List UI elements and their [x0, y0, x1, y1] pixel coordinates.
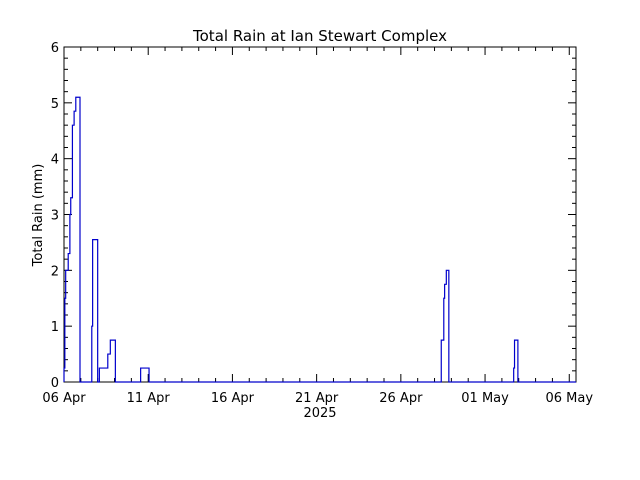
x-tick-label: 11 Apr — [127, 391, 171, 406]
plot-axes — [63, 46, 577, 383]
x-tick-label: 16 Apr — [211, 391, 255, 406]
y-tick-label: 3 — [51, 209, 59, 224]
x-axis-label: 2025 — [303, 406, 336, 421]
chart-title: Total Rain at Ian Stewart Complex — [192, 27, 447, 45]
plot-frame — [63, 46, 577, 383]
series-total-rain — [63, 96, 576, 383]
y-tick-label: 1 — [51, 320, 59, 335]
y-tick-label: 0 — [51, 376, 59, 391]
x-tick-label: 01 May — [461, 391, 509, 406]
y-tick-label: 5 — [51, 97, 59, 112]
x-tick-label: 06 Apr — [42, 391, 86, 406]
y-tick-label: 2 — [51, 264, 59, 279]
x-tick-label: 26 Apr — [379, 391, 423, 406]
x-tick-label: 06 May — [545, 391, 593, 406]
x-tick-label: 21 Apr — [295, 391, 339, 406]
y-axis-label: Total Rain (mm) — [31, 164, 46, 268]
y-tick-label: 6 — [51, 41, 59, 56]
x-tick-labels: 06 Apr 11 Apr 16 Apr 21 Apr 26 Apr 01 May 06 M… — [42, 391, 593, 406]
y-tick-label: 4 — [51, 153, 59, 168]
y-tick-labels: 0 1 2 3 4 5 6 — [51, 41, 59, 391]
